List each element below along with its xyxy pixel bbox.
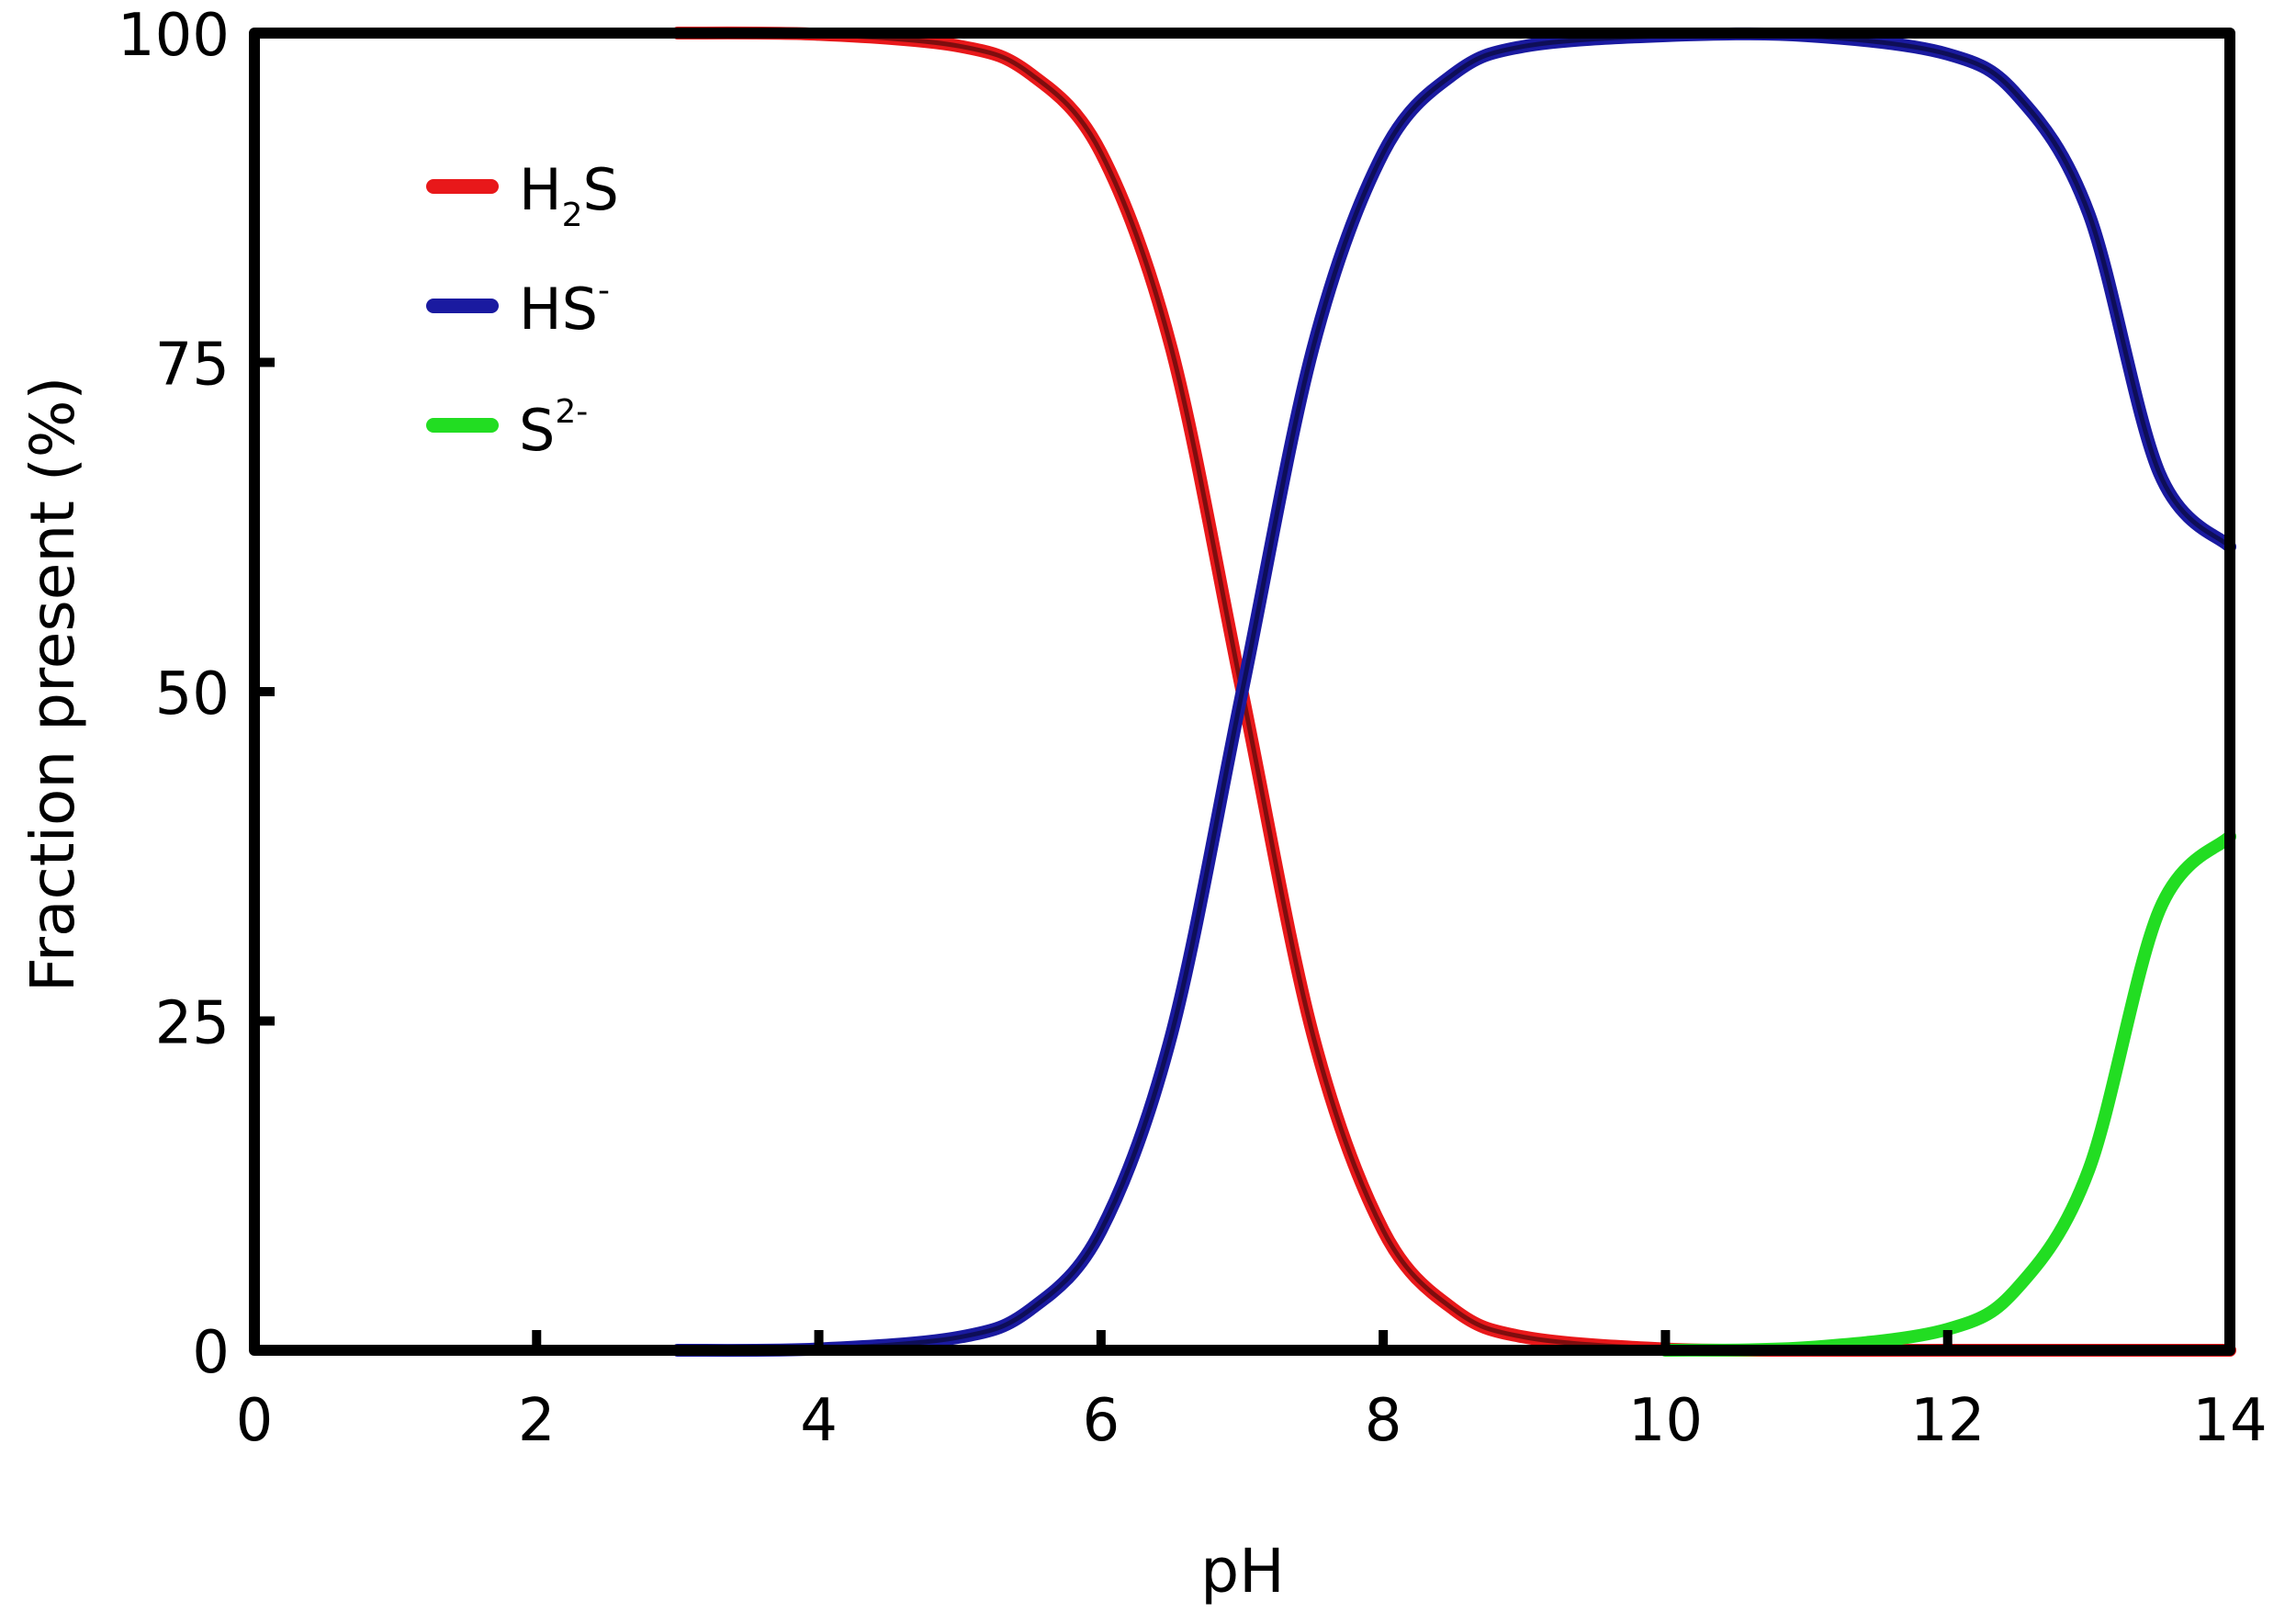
y-axis-title: Fraction present (%) <box>17 377 88 993</box>
legend-item-hs: HS- <box>426 272 610 343</box>
x-tick-label: 0 <box>236 1387 274 1455</box>
x-tick-label: 2 <box>518 1387 556 1455</box>
x-axis-title: pH <box>1200 1536 1285 1607</box>
h2s-curve-core <box>677 30 2230 1353</box>
legend-label-s2: S2- <box>519 393 588 464</box>
legend-label-hs: HS- <box>519 272 610 343</box>
legend-item-h2s: H2S <box>426 156 619 234</box>
y-tick-label: 0 <box>192 1319 230 1387</box>
legend-item-s2: S2- <box>426 393 588 464</box>
h2s-curve <box>670 26 2236 1358</box>
x-tick-label: 8 <box>1365 1387 1402 1455</box>
y-tick-label: 25 <box>155 990 230 1058</box>
legend: H2S HS- S2- <box>426 156 619 464</box>
plot-curves <box>670 26 2236 1358</box>
y-tick-label: 75 <box>155 332 230 400</box>
x-axis-ticks: 0 2 4 6 8 10 12 14 <box>236 1330 2268 1455</box>
x-tick-label: 12 <box>1910 1387 1985 1455</box>
x-tick-label: 4 <box>800 1387 838 1455</box>
legend-label-h2s: H2S <box>519 156 619 234</box>
x-tick-label: 14 <box>2192 1387 2267 1455</box>
x-tick-label: 10 <box>1628 1387 1703 1455</box>
x-tick-label: 6 <box>1082 1387 1120 1455</box>
y-axis-ticks: 0 25 50 75 100 <box>118 2 275 1387</box>
s2-curve <box>1659 829 2236 1357</box>
y-tick-label: 100 <box>118 2 230 70</box>
hs-curve-core <box>677 31 2232 1353</box>
y-tick-label: 50 <box>155 660 230 728</box>
hs-curve <box>670 27 2236 1358</box>
